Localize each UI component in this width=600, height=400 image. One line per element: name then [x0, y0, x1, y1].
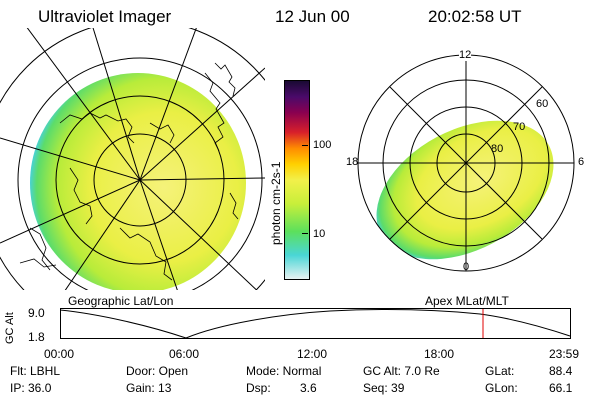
mlat-label-60: 60: [536, 98, 549, 110]
lat-circle-2: [55, 95, 225, 265]
date-label: 12 Jun 00: [275, 7, 350, 26]
xtick-0000: 00:00: [44, 347, 75, 361]
colorbar: [284, 80, 310, 280]
auroral-image-geo: [30, 73, 246, 290]
meridian-line: [139, 177, 265, 181]
info-seq: Seq: 39: [363, 381, 405, 395]
info-flt: Flt: LBHL: [10, 364, 61, 378]
xtick-0600: 06:00: [169, 347, 200, 361]
meridian-line: [139, 28, 197, 181]
coastlines: [19, 62, 239, 281]
altitude-curve: [60, 309, 571, 339]
colorbar-tick-100: 100: [313, 139, 332, 151]
altitude-plot: [60, 308, 571, 339]
altitude-ytick-high: 9.0: [28, 306, 45, 320]
meridian-line: [64, 179, 141, 290]
polar-mlt-plot: [357, 54, 575, 272]
info-glat: GLat:: [485, 364, 515, 378]
mlat-label-70: 70: [513, 121, 526, 133]
mlt-label-18: 18: [346, 156, 359, 168]
meridian-line: [0, 179, 141, 244]
altitude-plot-frame: [60, 308, 571, 339]
mlt-label-6: 6: [578, 156, 585, 168]
meridian-line: [139, 179, 258, 290]
colorbar-tick: [302, 145, 308, 146]
meridian-line: [26, 28, 141, 181]
info-ip: IP: 36.0: [10, 381, 52, 395]
xtick-1200: 12:00: [297, 347, 328, 361]
lat-circle-3: [93, 133, 187, 227]
meridian-line: [139, 179, 178, 290]
info-glon-value: 66.1: [549, 381, 573, 395]
colorbar-tick: [302, 233, 308, 234]
lat-circle-1: [17, 57, 263, 290]
mlat-label-80: 80: [491, 143, 504, 155]
mlt-label-12: 12: [459, 49, 472, 61]
meridian-line: [92, 28, 141, 181]
info-glat-value: 88.4: [549, 364, 573, 378]
time-label: 20:02:58 UT: [428, 7, 522, 26]
meridian-line: [139, 67, 265, 181]
geo-panel-label: Geographic Lat/Lon: [68, 294, 174, 308]
xtick-2359: 23:59: [549, 347, 580, 361]
mlt-line-diag: [389, 86, 543, 240]
xtick-1800: 18:00: [424, 347, 455, 361]
info-gcalt: GC Alt: 7.0 Re: [363, 364, 440, 378]
apex-panel-label: Apex MLat/MLT: [425, 294, 509, 308]
info-dsp: Dsp:: [246, 381, 271, 395]
app-title: Ultraviolet Imager: [38, 7, 172, 26]
info-door: Door: Open: [126, 364, 189, 378]
colorbar-tick-10: 10: [313, 228, 326, 240]
meridian-line: [0, 137, 141, 181]
mlt-label-0: 0: [463, 261, 470, 273]
info-glon: GLon:: [485, 381, 518, 395]
auroral-oval: [376, 120, 554, 260]
info-dsp-value: 3.6: [300, 381, 317, 395]
altitude-ylabel: GC Alt: [4, 312, 16, 344]
info-gain: Gain: 13: [126, 381, 172, 395]
info-mode: Mode: Normal: [246, 364, 322, 378]
geographic-map-panel: [0, 28, 265, 290]
colorbar-unit-label: photon cm-2s-1: [269, 161, 283, 245]
altitude-ytick-low: 1.8: [28, 330, 45, 344]
